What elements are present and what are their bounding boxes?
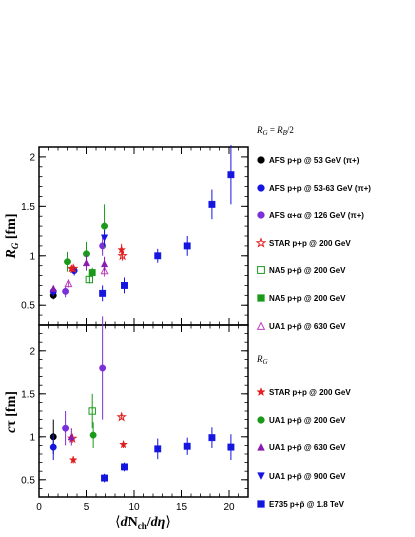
- data-point-ua1-p-p-630-gev: [67, 433, 75, 441]
- legend-marker-star-p-p-200-gev: [255, 237, 267, 248]
- data-point-e735-p-p-1-8-tev: [121, 463, 128, 471]
- data-point-ua1-p-p-900-gev: [100, 234, 109, 242]
- data-point-e735-p-p-1-8-tev: [154, 445, 162, 453]
- data-point-star-p-p-200-gev: [68, 455, 78, 464]
- y-tick-label: 2: [29, 346, 35, 357]
- legend-label: AFS p+p @ 53 GeV (π+): [269, 156, 360, 165]
- data-point-e735-p-p-1-8-tev: [99, 289, 107, 297]
- legend-label: UA1 p+p̄ @ 900 GeV: [269, 472, 346, 481]
- data-point-afs-126-gev: [62, 424, 70, 432]
- legend-marker-afs-p-p-53-63-gev: [257, 184, 265, 192]
- data-point-e735-p-p-1-8-tev: [101, 474, 108, 482]
- data-point-e735-p-p-1-8-tev: [154, 252, 162, 260]
- data-point-afs-126-gev: [62, 287, 70, 295]
- legend-label: STAR p+p @ 200 GeV: [269, 388, 351, 397]
- y-tick-label: 0.5: [21, 301, 35, 312]
- data-point-e735-p-p-1-8-tev: [183, 442, 191, 450]
- y-tick-label: 0.5: [21, 475, 35, 486]
- data-point-ua1-p-p-200-gev: [89, 431, 97, 439]
- bottom-x-ticks: 0 5 10 15 20: [36, 325, 249, 513]
- data-point-na5-p-p-200-gev: [85, 275, 94, 284]
- legend-marker-ua1-p-p-200-gev: [257, 416, 265, 424]
- top-plot-frame: [38, 146, 249, 326]
- y-tick-label: 1.5: [21, 389, 35, 400]
- legend-marker-ua1-p-p-630-gev: [257, 443, 265, 451]
- legend-label: UA1 p+p̄ @ 630 GeV: [269, 443, 346, 452]
- data-point-ua1-p-p-630-gev: [64, 279, 73, 288]
- legend-marker-afs-126-gev: [257, 211, 265, 219]
- legend-marker-ua1-p-p-900-gev: [257, 472, 265, 480]
- bottom-plot-frame: [38, 324, 249, 498]
- bottom-data-marks: [49, 316, 235, 483]
- legend-marker-na5-p-p-200-gev: [257, 294, 265, 302]
- data-point-star-p-p-200-gev: [117, 250, 128, 261]
- data-point-e735-p-p-1-8-tev: [183, 242, 191, 250]
- top-panel: 0.5 1 1.5 2 RG [fm]: [4, 145, 249, 326]
- data-point-ua1-p-p-630-gev: [100, 266, 109, 275]
- data-point-e735-p-p-1-8-tev: [227, 443, 235, 451]
- x-tick-label: 0: [36, 502, 42, 513]
- y-tick-label: 1.5: [21, 202, 35, 213]
- legend-marker-ua1-p-p-630-gev: [256, 321, 266, 330]
- x-tick-label: 15: [176, 502, 188, 513]
- legend-label: STAR p+p @ 200 GeV: [269, 239, 351, 248]
- legend-label: AFS p+p @ 53-63 GeV (π+): [269, 184, 371, 193]
- y-tick-label: 1: [29, 251, 35, 262]
- x-tick-label: 10: [128, 502, 140, 513]
- top-y-ticks: 0.5 1 1.5 2: [21, 152, 248, 326]
- data-point-na5-p-p-200-gev: [88, 269, 96, 277]
- bottom-panel: 0.5 1 1.5 2 0 5 10 15 20 cτ [fm] ⟨dNch/dη⟩: [4, 316, 249, 531]
- legend: RG = RB/2 RG AFS p+p @ 53 GeV (π+)AFS p+…: [255, 125, 371, 509]
- x-tick-label: 20: [223, 502, 235, 513]
- data-point-ua1-p-p-630-gev: [82, 258, 91, 267]
- data-point-ua1-p-p-630-gev: [49, 284, 57, 292]
- legend-marker-e735-p-p-1-8-tev: [257, 500, 265, 508]
- data-point-afs-126-gev: [99, 364, 107, 372]
- data-point-na5-p-p-200-gev: [88, 407, 96, 415]
- legend-label: UA1 p+p̄ @ 200 GeV: [269, 416, 346, 425]
- legend-marker-afs-p-p-53-gev: [257, 156, 265, 164]
- legend-label: NA5 p+p̄ @ 200 GeV: [269, 266, 346, 275]
- top-y-axis-label: RG [fm]: [4, 214, 20, 260]
- top-x-ticks: [38, 147, 249, 325]
- data-point-ua1-p-p-200-gev: [101, 222, 109, 230]
- bottom-y-ticks: 0.5 1 1.5 2: [21, 333, 248, 498]
- data-point-star-p-p-200-gev: [66, 263, 76, 273]
- data-point-star-p-p-200-gev: [116, 411, 127, 422]
- data-point-star-p-p-200-gev: [119, 439, 129, 449]
- legend-header-mid: RG: [256, 354, 268, 366]
- y-tick-label: 2: [29, 152, 35, 163]
- data-point-ua1-p-p-630-gev: [100, 259, 109, 268]
- data-point-e735-p-p-1-8-tev: [227, 171, 235, 179]
- data-point-afs-p-p-53-63-gev: [49, 443, 57, 451]
- legend-header-top: RG = RB/2: [256, 125, 294, 137]
- data-point-ua1-p-p-200-gev: [64, 258, 71, 266]
- data-point-e735-p-p-1-8-tev: [121, 281, 128, 289]
- bottom-y-axis-label: cτ [fm]: [4, 391, 19, 433]
- y-tick-label: 1: [29, 432, 35, 443]
- legend-label: E735 p+p̄ @ 1.8 TeV: [269, 500, 345, 509]
- legend-items: AFS p+p @ 53 GeV (π+) AFS p+p @ 53-63 GeV…: [255, 156, 371, 509]
- legend-marker-star-p-p-200-gev: [256, 386, 266, 397]
- data-point-star-p-p-200-gev: [117, 245, 127, 254]
- data-point-e735-p-p-1-8-tev: [208, 200, 216, 208]
- legend-marker-na5-p-p-200-gev: [257, 266, 265, 274]
- x-axis-label: ⟨dNch/dη⟩: [115, 515, 171, 531]
- top-data-marks: [49, 145, 235, 302]
- legend-label: UA1 p+p̄ @ 630 GeV: [269, 322, 346, 331]
- legend-label: AFS α+α @ 126 GeV (π+): [269, 211, 364, 220]
- legend-label: NA5 p+p @ 200 GeV: [269, 294, 346, 303]
- x-tick-label: 5: [84, 502, 90, 513]
- data-point-e735-p-p-1-8-tev: [208, 434, 216, 442]
